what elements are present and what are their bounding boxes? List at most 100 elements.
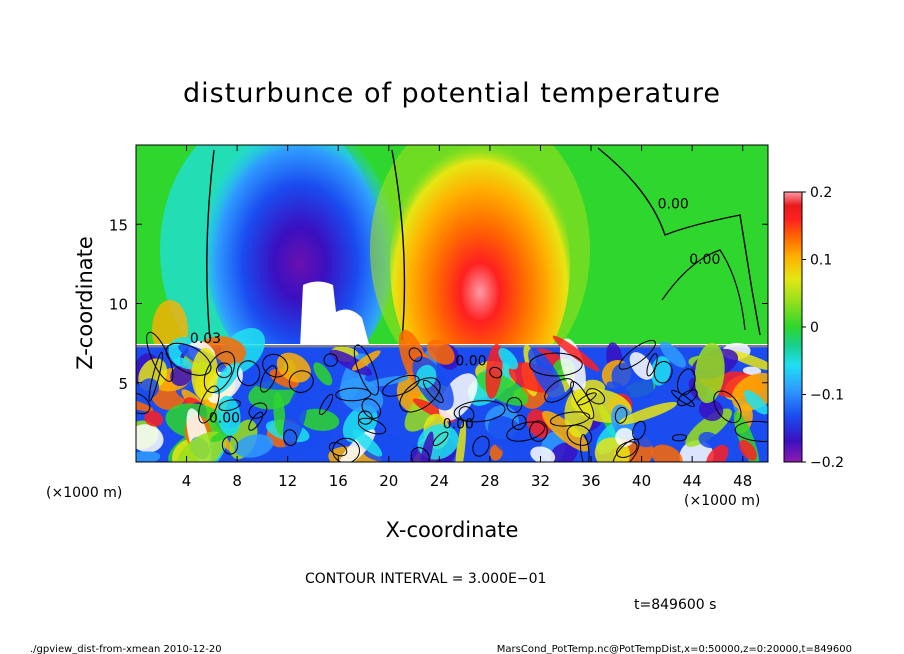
- turbulent-contour: [136, 392, 151, 415]
- colorbar-ticks: 0.2 0.1 0 −0.1 −0.2: [802, 185, 844, 471]
- contour-label-5: 0.00: [443, 417, 474, 433]
- turbulent-contour: [586, 388, 606, 405]
- turbulent-blob: [542, 410, 590, 452]
- turbulent-contour: [198, 385, 220, 424]
- turbulent-blob: [549, 442, 578, 462]
- x-tick-label-1: 8: [232, 472, 242, 490]
- turbulent-contour: [165, 342, 212, 376]
- x-tick-label-2: 12: [278, 472, 297, 490]
- warm-anomaly: [390, 145, 570, 400]
- turbulent-contour: [458, 406, 475, 422]
- turbulent-contour: [259, 365, 277, 393]
- turbulent-contour: [566, 424, 593, 446]
- turbulent-contour: [614, 406, 628, 424]
- turbulent-contour: [734, 420, 768, 442]
- turbulent-blob: [552, 335, 600, 372]
- turbulent-contour: [332, 437, 360, 462]
- turbulent-blob: [742, 366, 762, 376]
- turbulent-contour: [353, 344, 379, 396]
- turbulent-blob: [694, 342, 725, 404]
- turbulent-blob: [743, 390, 768, 415]
- turbulent-contour: [653, 360, 673, 384]
- turbulent-blob: [659, 341, 687, 368]
- turbulent-blob: [415, 364, 437, 389]
- turbulent-blob: [136, 424, 164, 453]
- turbulent-contour: [612, 438, 640, 462]
- turbulent-blob: [283, 385, 308, 448]
- zero-contour-mid: [391, 149, 406, 341]
- x-tick-label-10: 44: [683, 472, 702, 490]
- turbulent-blob: [724, 349, 768, 371]
- turbulent-contour: [319, 393, 334, 416]
- x-tick-label-5: 24: [430, 472, 449, 490]
- colorbar-tick-label-3: −0.1: [810, 388, 844, 404]
- turbulent-contour: [671, 433, 687, 442]
- turbulent-blob: [339, 378, 384, 414]
- x-tick-label-3: 16: [329, 472, 348, 490]
- turbulent-blob: [269, 368, 299, 388]
- turbulent-blob: [144, 410, 163, 427]
- turbulent-contour: [218, 399, 241, 412]
- turbulent-contour: [422, 379, 444, 403]
- turbulent-blob: [685, 408, 732, 447]
- x-tick-label-9: 40: [632, 472, 651, 490]
- turbulent-blob: [679, 440, 714, 462]
- footer-left: ./gpview_dist-from-xmean 2010-12-20: [30, 644, 222, 654]
- turbulent-blob: [352, 429, 383, 457]
- footer-right: MarsCond_PotTemp.nc@PotTempDist,x=0:5000…: [497, 644, 852, 654]
- turbulent-contour: [618, 339, 656, 370]
- turbulent-contour: [576, 392, 597, 406]
- y-tick-label-2: 15: [109, 216, 128, 234]
- turbulent-contour: [357, 417, 387, 435]
- turbulent-contour: [432, 431, 449, 447]
- turbulent-layer: [136, 328, 768, 462]
- turbulent-contour: [283, 429, 298, 446]
- colorbar: [783, 191, 803, 463]
- y-axis-ticks: 5 10 15: [109, 216, 768, 393]
- turbulent-blob: [234, 434, 274, 458]
- turbulent-contour: [328, 442, 348, 457]
- colorbar-tick-label-4: −0.2: [810, 455, 844, 471]
- turbulent-blob: [528, 348, 566, 404]
- turbulent-blob: [329, 349, 372, 376]
- contour-labels: 0.00 0.00 0.03 0.00 0.00 0.00: [190, 196, 720, 432]
- turbulent-blob: [174, 357, 195, 370]
- turbulent-contour: [453, 400, 506, 423]
- colorbar-tick-label-1: 0.1: [810, 253, 832, 269]
- x-tick-label-6: 28: [480, 472, 499, 490]
- turbulent-blob: [633, 425, 658, 448]
- turbulent-blob: [618, 401, 678, 425]
- contour-label-4: 0.00: [209, 410, 240, 426]
- turbulent-blob: [273, 391, 286, 436]
- turbulent-blob: [698, 431, 720, 448]
- turbulent-contour: [148, 351, 164, 402]
- contour-label-2: 0.03: [190, 331, 221, 347]
- turbulent-contour: [361, 398, 382, 419]
- contour-label-3: 0.00: [455, 353, 486, 369]
- turbulent-contour: [544, 378, 574, 403]
- turbulent-contour: [262, 353, 289, 378]
- y-axis-label: Z-coordinate: [73, 236, 97, 370]
- turbulent-blob: [299, 408, 340, 431]
- turbulent-contour: [248, 402, 268, 419]
- turbulent-contour: [677, 389, 698, 407]
- turbulent-contour: [410, 447, 430, 462]
- turbulent-blob: [176, 431, 226, 462]
- turbulent-contour: [529, 420, 548, 442]
- zero-contour-right-inner: [661, 249, 746, 331]
- turbulent-blob: [454, 420, 467, 462]
- turbulent-contour: [549, 411, 591, 427]
- turbulent-blob: [216, 395, 241, 436]
- turbulent-contour: [511, 414, 527, 431]
- turbulent-blob: [313, 362, 333, 386]
- turbulent-contour: [489, 366, 503, 379]
- turbulent-blob: [530, 446, 556, 462]
- zero-contour-right: [597, 147, 761, 336]
- turbulent-contour: [579, 434, 590, 462]
- x-unit-label: (×1000 m): [684, 493, 760, 509]
- turbulent-contour: [472, 435, 490, 457]
- turbulent-contour: [506, 397, 523, 413]
- turbulent-contour: [146, 331, 174, 382]
- turbulent-contour: [408, 347, 423, 362]
